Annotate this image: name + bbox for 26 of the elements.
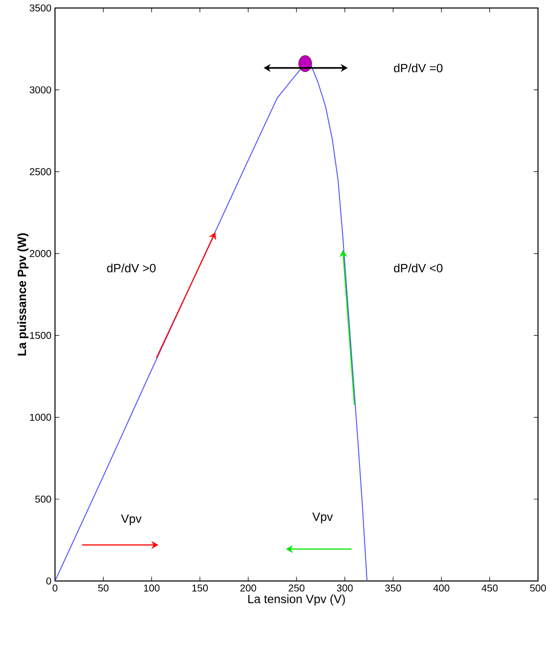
x-tick-label: 450 — [482, 584, 498, 592]
x-tick-label: 350 — [385, 584, 402, 592]
y-tick-label: 2000 — [30, 250, 52, 258]
x-tick-label: 200 — [240, 584, 256, 592]
y-tick-label: 2500 — [30, 168, 52, 176]
x-tick-label: 150 — [192, 584, 208, 592]
y-tick-label: 0 — [46, 577, 52, 585]
y-tick-label: 1500 — [30, 332, 52, 339]
y-tick-label: 3500 — [30, 4, 52, 12]
y-axis-title: La puissance Ppv (W) — [17, 233, 28, 356]
y-tick-label: 500 — [35, 496, 52, 503]
x-tick-label: 500 — [530, 584, 546, 592]
annotation: Vpv — [312, 512, 333, 524]
annotation: dP/dV >0 — [107, 264, 156, 272]
annotation: dP/dV =0 — [394, 64, 442, 72]
x-tick-label: 400 — [433, 584, 450, 592]
x-tick-label: 50 — [98, 584, 108, 592]
x-tick-label: 250 — [288, 584, 304, 592]
x-tick-label: 0 — [52, 584, 58, 592]
x-tick-label: 100 — [144, 584, 160, 592]
x-axis-title: La tension Vpv (V) — [248, 594, 345, 606]
y-tick-label: 3000 — [30, 86, 52, 94]
y-tick-label: 1000 — [30, 414, 52, 421]
x-tick-label: 300 — [336, 584, 353, 592]
annotation: dP/dV <0 — [394, 264, 442, 272]
annotation: Vpv — [121, 514, 142, 526]
